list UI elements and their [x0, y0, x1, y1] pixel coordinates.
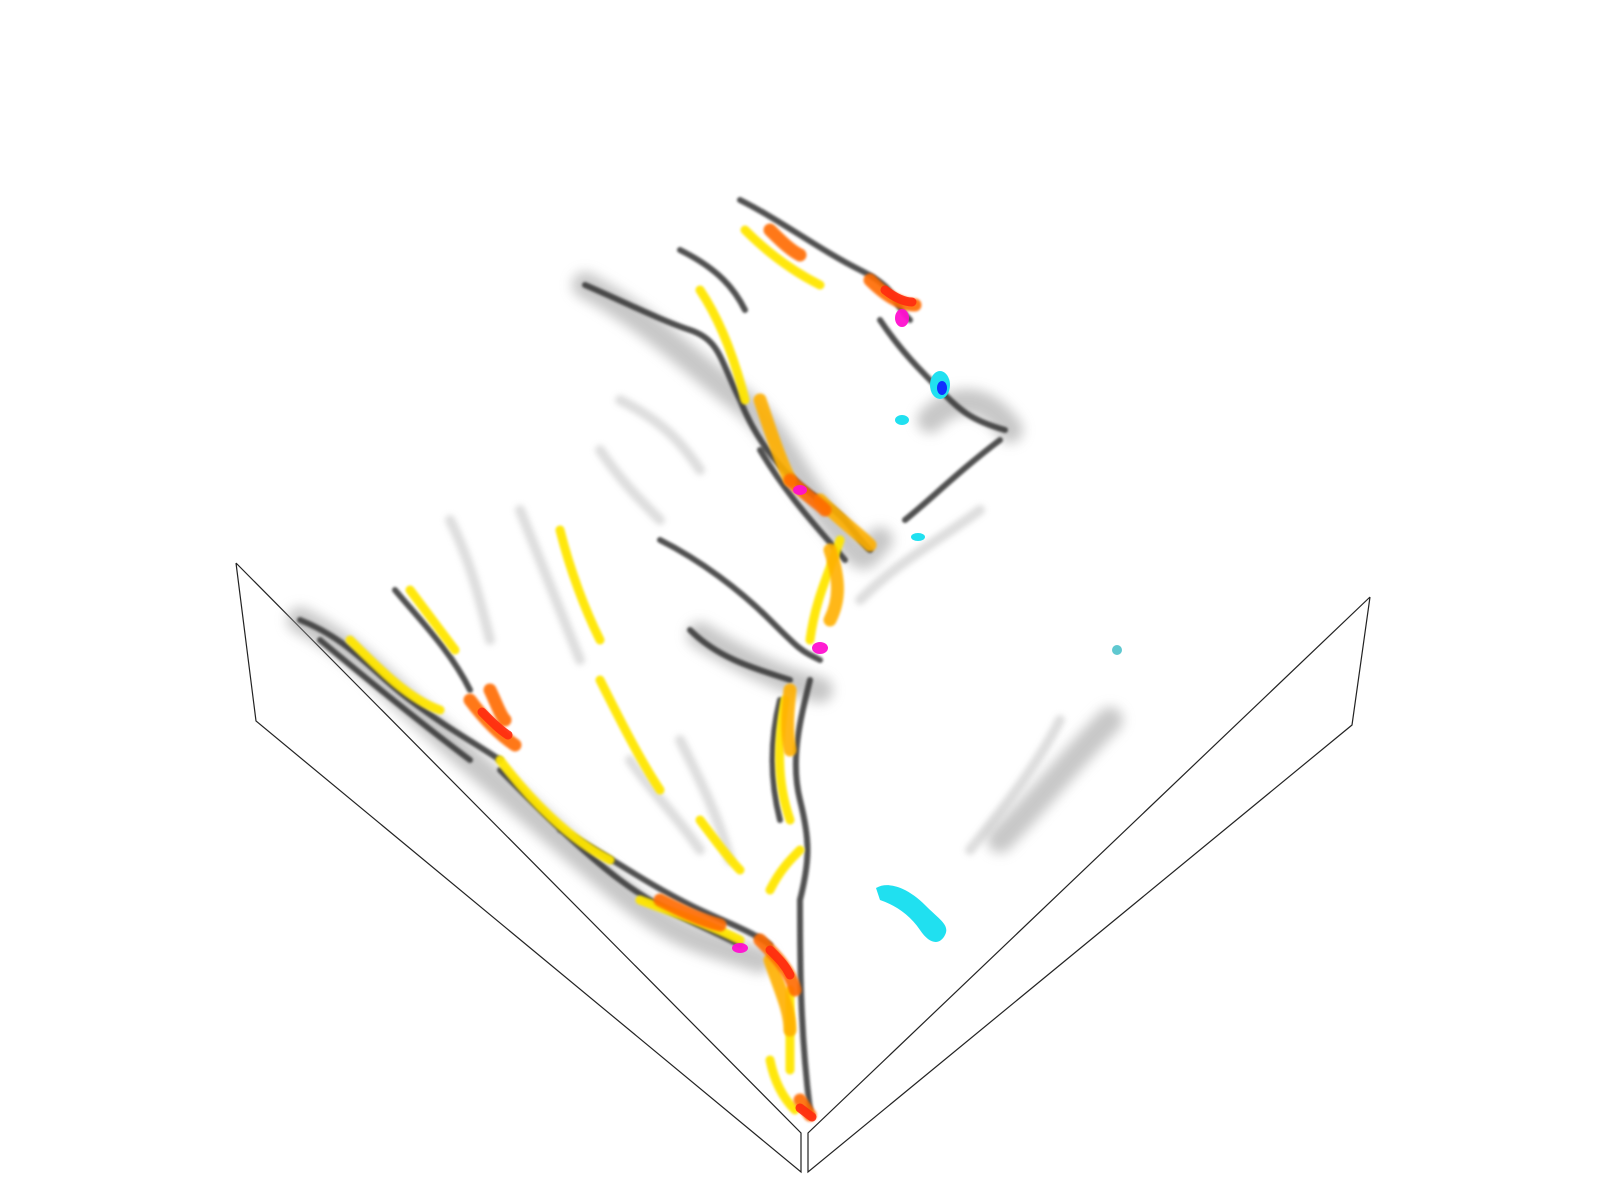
intensity-overlay [345, 223, 922, 1122]
right-wall-edge [807, 596, 1371, 1174]
deposition-overlay [876, 371, 1122, 942]
relief-shading [287, 197, 1123, 1113]
bounding-box-frame [235, 562, 1371, 1174]
left-wall-edge [235, 562, 802, 1174]
